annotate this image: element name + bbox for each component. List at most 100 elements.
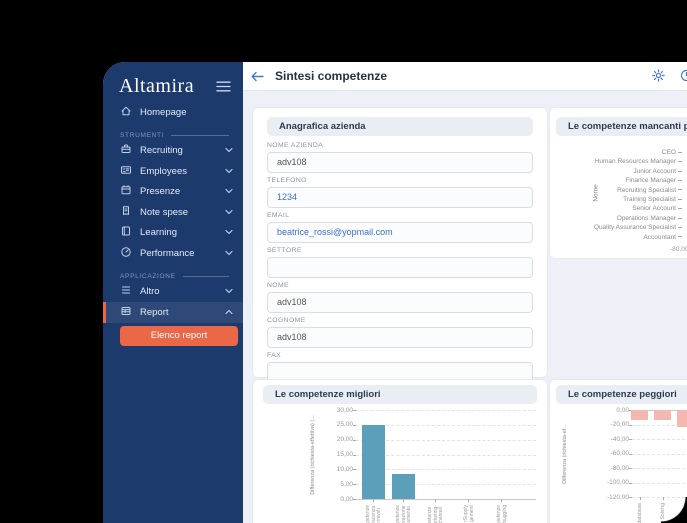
clock-icon[interactable] — [680, 69, 687, 82]
axis-tick — [468, 499, 469, 502]
app-window: Altamira Homepage STRUMENTI Recruiting Empl… — [103, 62, 687, 523]
chevron-down-icon — [225, 227, 233, 238]
sidebar-item-note-spese[interactable]: Note spese — [103, 202, 243, 223]
input-settore[interactable] — [267, 257, 533, 278]
sidebar-item-homepage[interactable]: Homepage — [103, 102, 243, 123]
x-category-label: mmativProblem Solving — [660, 503, 667, 523]
input-nome-azienda[interactable]: adv108 — [267, 152, 533, 173]
sidebar-item-employees[interactable]: Employees — [103, 161, 243, 182]
axis-tick — [678, 198, 682, 200]
axis-tick — [629, 482, 632, 484]
sidebar-item-report[interactable]: Report — [103, 302, 243, 323]
chevron-down-icon — [225, 186, 233, 197]
axis-tick — [353, 469, 356, 471]
role-label-recruiting-specialist: Recruiting Specialist — [550, 186, 682, 195]
chevron-up-icon — [225, 307, 233, 318]
briefcase-icon — [120, 143, 132, 158]
gridline — [356, 439, 536, 441]
axis-tick — [353, 424, 356, 426]
field-nome: NOME adv108 — [267, 282, 533, 313]
input-nome[interactable]: adv108 — [267, 292, 533, 313]
axis-tick — [353, 439, 356, 441]
field-label-fax: FAX — [267, 352, 282, 359]
axis-tick — [639, 497, 641, 500]
gear-icon[interactable] — [652, 69, 665, 82]
sidebar-item-label: Note spese — [140, 206, 189, 218]
app-logo: Altamira — [119, 74, 195, 97]
sidebar-item-presenze[interactable]: Presenze — [103, 182, 243, 203]
y-tick-label: -120,00 — [606, 493, 629, 501]
axis-tick — [678, 151, 682, 153]
input-email[interactable]: beatrice_rossi@yopmail.com — [267, 222, 533, 243]
axis-tick — [678, 208, 682, 210]
sidebar-item-label: Recruiting — [140, 145, 183, 157]
panel-competenze-peggiori: Le competenze peggiori 0,00 -20,00 -40,00 -… — [549, 379, 687, 523]
back-arrow-icon[interactable] — [249, 69, 266, 84]
axis-tick — [678, 226, 682, 228]
bar — [677, 410, 687, 427]
gridline — [632, 468, 687, 469]
sidebar-item-recruiting[interactable]: Recruiting — [103, 141, 243, 162]
gridline — [356, 410, 536, 411]
sidebar-subitem-elenco-report[interactable]: Elenco report — [120, 325, 238, 346]
x-category-label: petenze iscenza rmivsh — [364, 505, 382, 523]
axis-tick — [678, 236, 682, 238]
y-axis-label: Differenza (richiesta-effettiva) (... — [310, 414, 316, 495]
axis-tick — [662, 497, 664, 500]
gridline — [632, 424, 687, 426]
field-label-email: EMAIL — [267, 212, 290, 219]
role-label-human-resources-manager: Human Resources Manager — [550, 157, 682, 166]
field-cognome: COGNOME adv108 — [267, 317, 533, 348]
sidebar-item-learning[interactable]: Learning — [103, 223, 243, 244]
input-telefono[interactable]: 1234 — [267, 187, 533, 208]
axis-tick — [678, 217, 682, 219]
gridline — [632, 482, 687, 484]
sidebar-item-altro[interactable]: Altro — [103, 282, 243, 303]
panel-title: Le competenze peggiori — [568, 389, 677, 400]
field-telefono: TELEFONO 1234 — [267, 177, 533, 208]
y-tick-label: 20,00 — [336, 436, 353, 444]
sidebar-item-label: Homepage — [140, 106, 187, 118]
axis-tick — [685, 497, 687, 500]
y-tick-label: -60,00 — [610, 450, 629, 457]
bar — [361, 424, 385, 499]
sidebar: Altamira Homepage STRUMENTI Recruiting Empl… — [103, 62, 243, 523]
role-label-senior-account: Senior Account — [550, 204, 682, 213]
best-competencies-chart: 30,00 25,00 20,00 15,00 10,00 5,00 0,00 petenze… — [253, 380, 547, 523]
axis-tick — [629, 468, 632, 469]
axis-tick — [373, 499, 374, 502]
gauge-icon — [120, 246, 132, 261]
y-tick-label: 5,00 — [340, 480, 353, 488]
field-label-settore: SETTORE — [267, 247, 302, 254]
content-area: Anagrafica azienda NOME AZIENDA adv108 TEL… — [243, 91, 687, 523]
axis-tick — [353, 499, 356, 500]
sidebar-item-label: Performance — [140, 247, 195, 259]
panel-competenze-mancanti: Le competenze mancanti per ruolo CEOHuma… — [549, 107, 687, 259]
panel-title: Anagrafica azienda — [279, 121, 366, 132]
role-label-operations-manager: Operations Manager — [550, 214, 682, 223]
gridline — [356, 484, 536, 486]
bar — [654, 410, 671, 421]
hamburger-icon[interactable] — [216, 81, 231, 92]
page-header: Sintesi competenze — [243, 62, 687, 91]
axis-tick — [678, 170, 682, 172]
sidebar-section-applicazione: APPLICAZIONE — [103, 264, 243, 282]
axis-tick — [629, 424, 632, 426]
sidebar-item-performance[interactable]: Performance — [103, 243, 243, 264]
y-tick-label: 15,00 — [336, 451, 353, 458]
axis-tick — [629, 497, 632, 498]
y-tick-label: -100,00 — [606, 479, 629, 486]
chevron-down-icon — [225, 286, 233, 297]
field-nome-azienda: NOME AZIENDA adv108 — [267, 142, 533, 173]
input-cognome[interactable]: adv108 — [267, 327, 533, 348]
x-category-label: petenze bugging — [495, 505, 508, 523]
worst-competencies-chart: 0,00 -20,00 -40,00 -60,00 -80,00 -100,00 -120,… — [550, 380, 687, 523]
chevron-down-icon — [225, 207, 233, 218]
sidebar-logo-row: Altamira — [103, 62, 243, 102]
x-axis-tick-label: -80,00 — [670, 246, 687, 253]
y-tick-label: 30,00 — [336, 406, 353, 414]
x-category-label: petenze arketing- channel — [426, 505, 444, 523]
axis-tick — [403, 499, 404, 502]
y-tick-label: 0,00 — [340, 495, 353, 503]
field-label-telefono: TELEFONO — [267, 177, 307, 184]
